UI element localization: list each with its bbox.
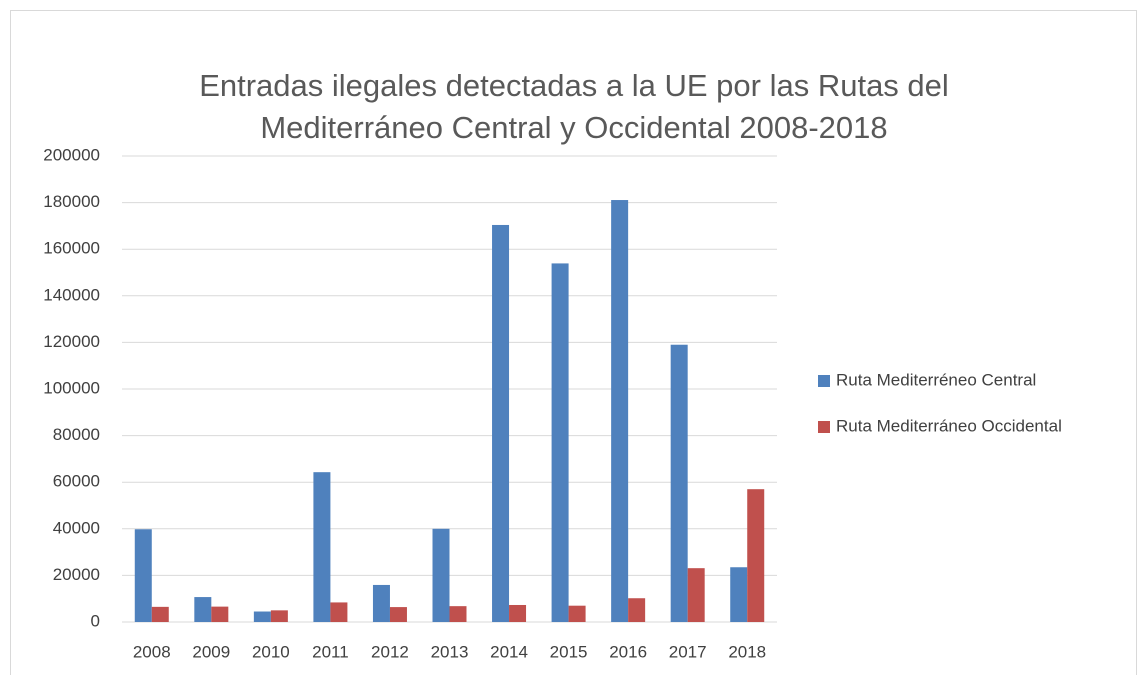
legend-swatch [818, 421, 830, 433]
bar [330, 602, 348, 622]
y-tick-label: 160000 [43, 239, 100, 258]
y-tick-label: 40000 [53, 518, 100, 537]
bar [611, 200, 629, 623]
chart-title: Mediterráneo Central y Occidental 2008-2… [260, 110, 887, 145]
bar [134, 529, 152, 622]
y-tick-label: 20000 [53, 565, 100, 584]
y-tick-label: 200000 [43, 145, 100, 164]
x-tick-label: 2009 [192, 642, 230, 661]
x-tick-label: 2017 [669, 642, 707, 661]
y-tick-label: 140000 [43, 285, 100, 304]
x-tick-label: 2011 [312, 642, 349, 661]
y-tick-label: 80000 [53, 425, 100, 444]
bar [747, 489, 765, 622]
x-tick-label: 2010 [252, 642, 290, 661]
bar [270, 610, 288, 622]
bar [372, 584, 390, 622]
x-tick-label: 2013 [431, 642, 469, 661]
bar [670, 344, 688, 622]
bar [194, 597, 212, 622]
x-tick-label: 2014 [490, 642, 528, 661]
bar [151, 606, 169, 622]
bar [568, 605, 586, 622]
chart-title: Entradas ilegales detectadas a la UE por… [199, 68, 949, 103]
y-tick-label: 120000 [43, 332, 100, 351]
bar [628, 598, 646, 622]
bar [432, 528, 450, 622]
x-tick-label: 2018 [728, 642, 766, 661]
y-tick-label: 60000 [53, 472, 100, 491]
x-tick-label: 2015 [550, 642, 588, 661]
bar [389, 607, 407, 622]
legend-label: Ruta Mediterráneo Occidental [836, 416, 1062, 435]
legend-swatch [818, 375, 830, 387]
y-tick-label: 100000 [43, 378, 100, 397]
bar [449, 606, 467, 622]
bar [509, 604, 527, 622]
bar [313, 472, 331, 622]
bar [687, 568, 705, 622]
y-tick-label: 0 [91, 611, 100, 630]
legend-label: Ruta Mediterréneo Central [836, 370, 1036, 389]
bar [730, 567, 748, 622]
bar [211, 606, 229, 622]
bar [253, 611, 271, 622]
x-tick-label: 2016 [609, 642, 647, 661]
x-tick-label: 2008 [133, 642, 171, 661]
x-tick-label: 2012 [371, 642, 409, 661]
bar [492, 224, 510, 622]
y-tick-label: 180000 [43, 192, 100, 211]
bar [551, 263, 569, 622]
